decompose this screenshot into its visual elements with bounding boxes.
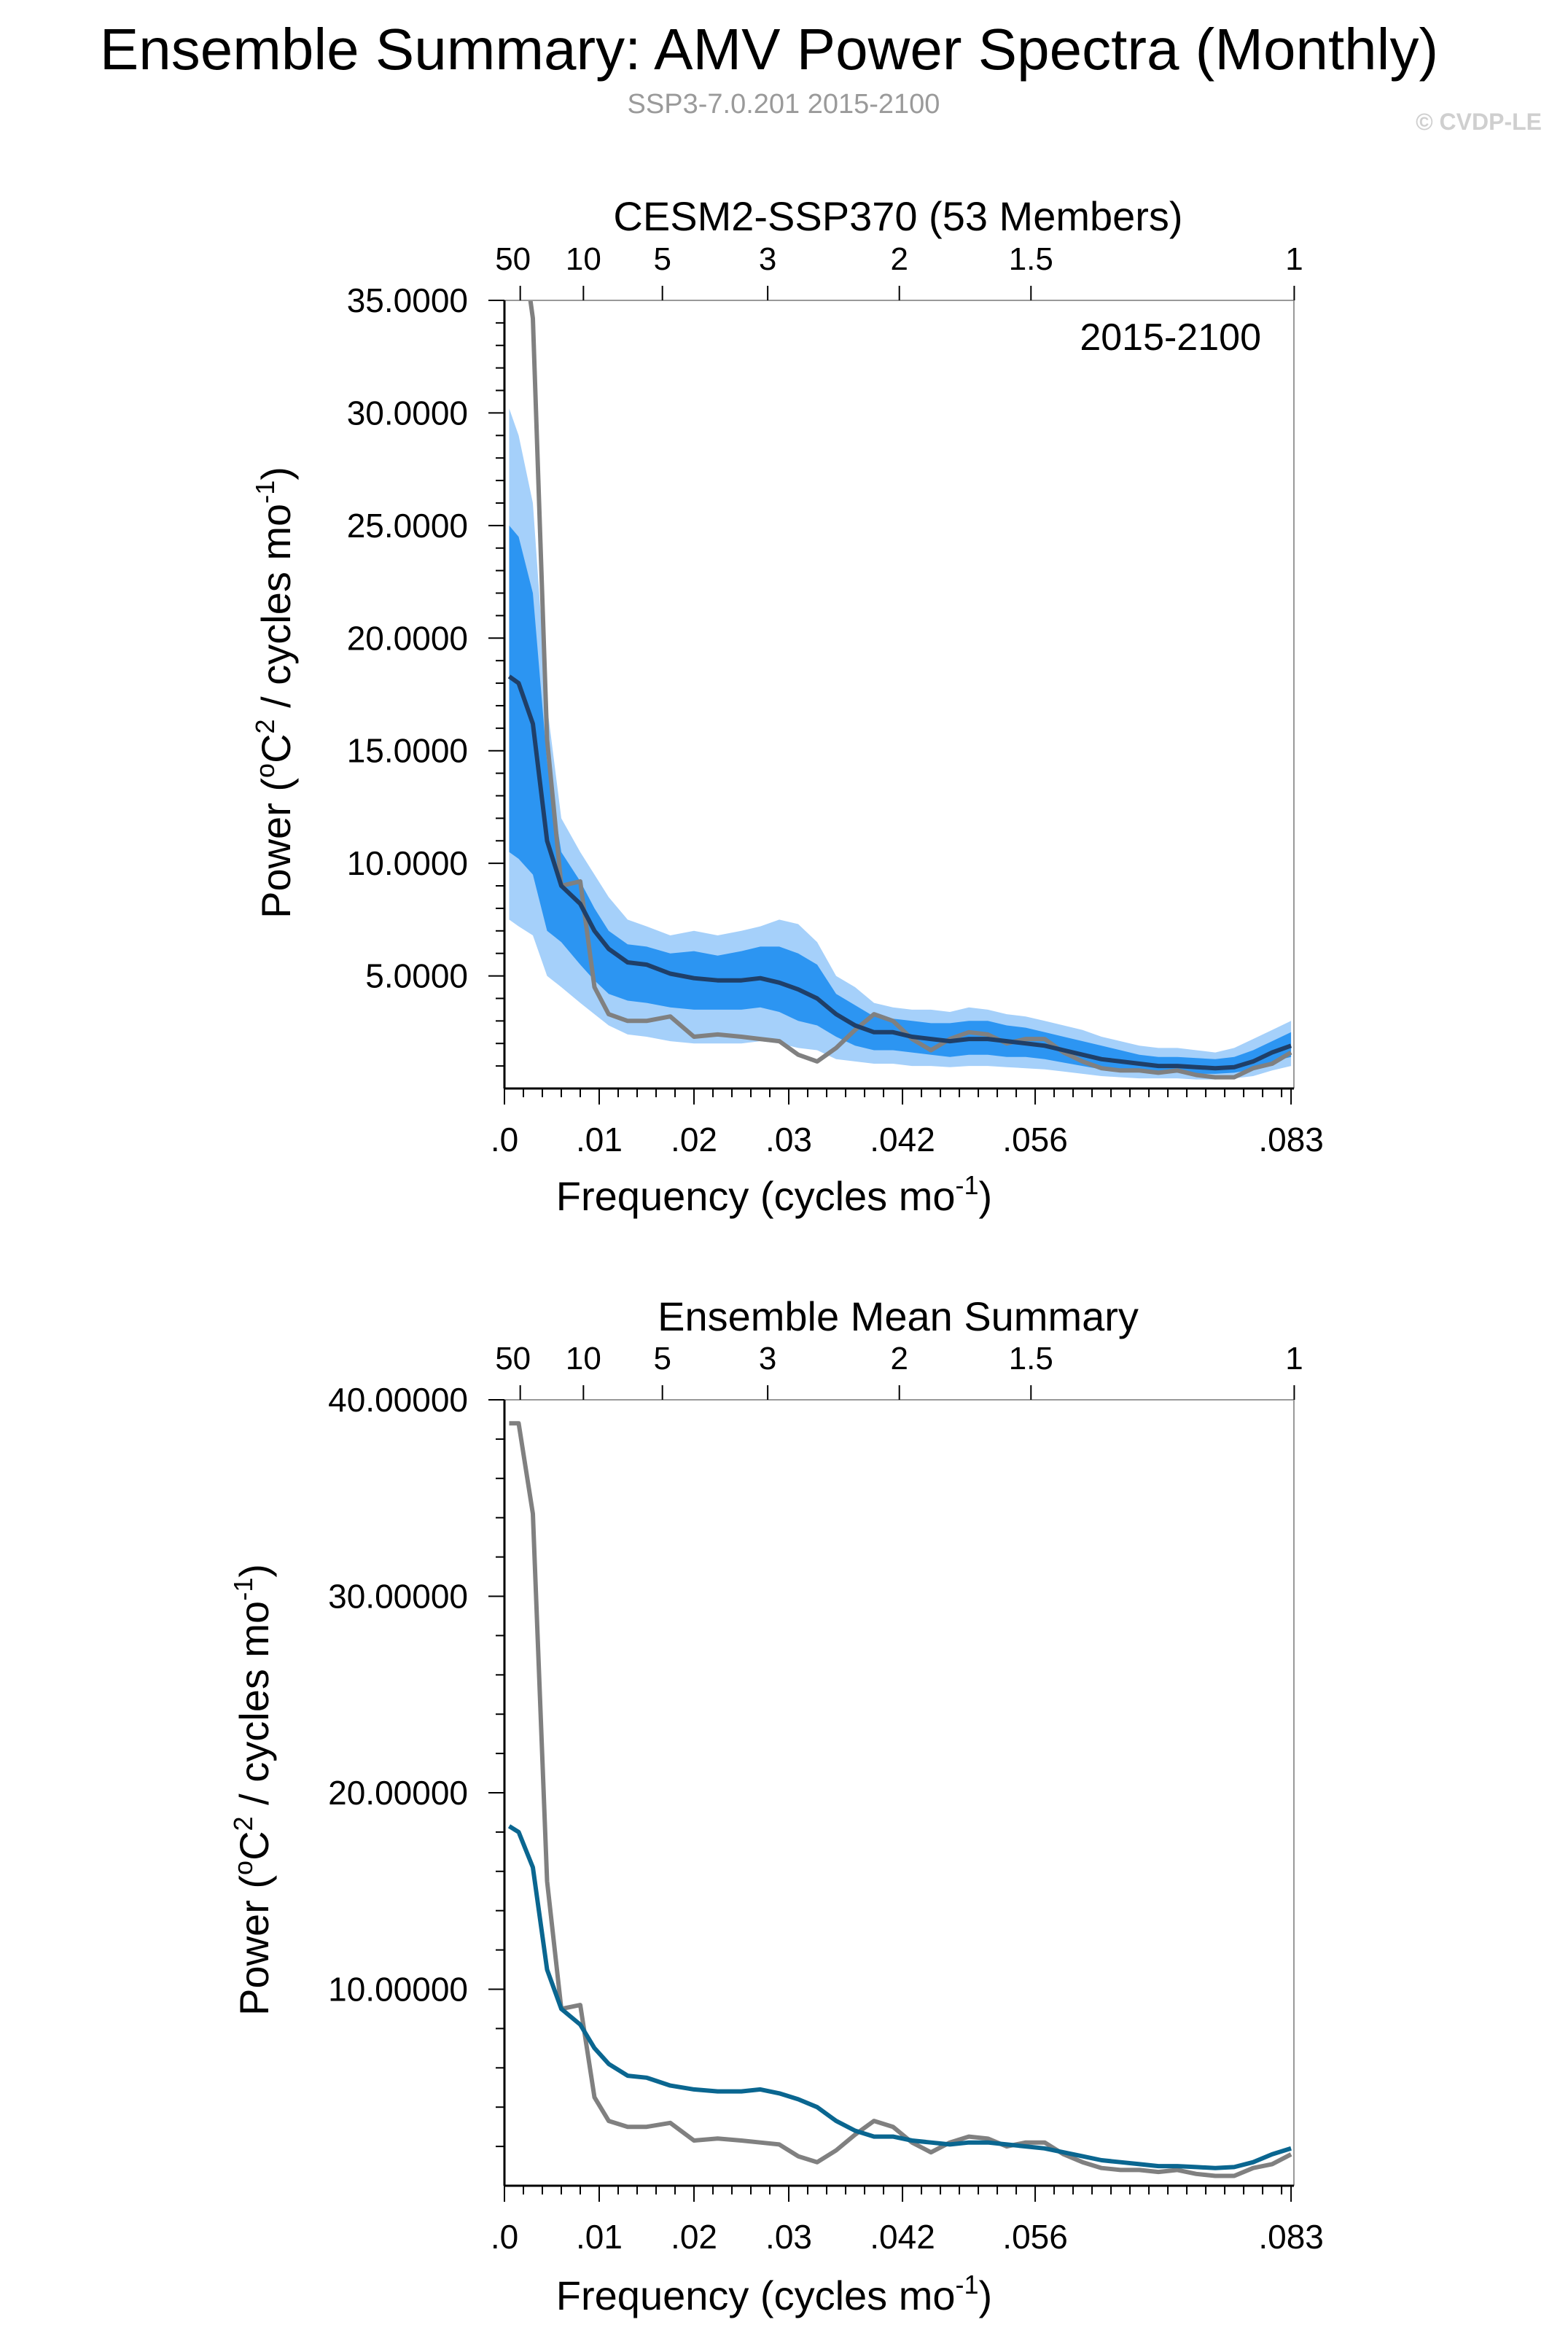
plot-area [507,1421,1292,2178]
x-tick-label: .056 [1002,1121,1068,1158]
x-axis-label: Frequency (cycles mo-1) [556,2270,992,2318]
top-tick-label: 5 [653,1341,671,1376]
y-tick-label: 10.0000 [347,844,468,882]
y-tick-label: 30.00000 [328,1578,468,1616]
x-tick-label: .01 [576,2218,623,2256]
y-tick-label: 10.00000 [328,1971,468,2009]
observations-line [528,300,1292,1080]
observations-line [509,1421,1292,2178]
top-tick-label: 1 [1285,1341,1303,1376]
panel-ensemble-mean: Ensemble Mean Summary Frequency (cycles … [228,1293,1324,2318]
top-tick-label: 50 [495,1341,531,1376]
ensemble-mean-line [507,1824,1292,2170]
y-tick-label: 20.00000 [328,1774,468,1812]
panel-title: Ensemble Mean Summary [658,1293,1139,1339]
y-tick-label: 35.0000 [347,281,468,319]
x-tick-label: .0 [491,2218,518,2256]
top-tick-label: 2 [890,1341,908,1376]
top-tick-label: 5 [653,241,671,277]
x-tick-label: .02 [671,2218,717,2256]
y-axis-label: Power (oC2 / cycles mo-1) [228,1564,277,2016]
x-tick-label: .03 [765,1121,812,1158]
x-tick-label: .0 [491,1121,518,1158]
y-axis-label: Power (oC2 / cycles mo-1) [250,467,299,919]
x-tick-label: .042 [870,1121,935,1158]
x-axis-label: Frequency (cycles mo-1) [556,1170,992,1219]
top-tick-label: 1 [1285,241,1303,277]
top-tick-label: 50 [495,241,531,277]
x-tick-label: .01 [576,1121,623,1158]
top-tick-label: 3 [759,1341,776,1376]
top-tick-label: 10 [566,241,601,277]
plot-area [507,300,1292,1080]
x-tick-label: .083 [1258,1121,1324,1158]
top-tick-label: 1.5 [1009,1341,1053,1376]
x-tick-label: .056 [1002,2218,1068,2256]
x-tick-label: .083 [1258,2218,1324,2256]
top-tick-label: 3 [759,241,776,277]
period-annotation: 2015-2100 [1080,316,1261,359]
top-tick-label: 1.5 [1009,241,1053,277]
top-tick-label: 2 [890,241,908,277]
figure-title: Ensemble Summary: AMV Power Spectra (Mon… [100,17,1438,82]
spread-band-inner [509,525,1292,1074]
y-tick-label: 5.0000 [365,957,468,995]
y-tick-label: 25.0000 [347,507,468,545]
figure-subtitle: SSP3-7.0.201 2015-2100 [628,89,940,120]
panel-ensemble-spread: CESM2-SSP370 (53 Members) 2015-2100 Freq… [250,193,1324,1219]
ensemble-mean-line [507,674,1292,1071]
x-tick-label: .03 [765,2218,812,2256]
x-tick-label: .042 [870,2218,935,2256]
copyright-label: © CVDP-LE [1416,109,1542,135]
x-tick-label: .02 [671,1121,717,1158]
y-tick-label: 30.0000 [347,394,468,432]
top-tick-label: 10 [566,1341,601,1376]
panel-title: CESM2-SSP370 (53 Members) [613,193,1182,239]
y-tick-label: 15.0000 [347,732,468,770]
y-tick-label: 40.00000 [328,1381,468,1419]
y-tick-label: 20.0000 [347,619,468,657]
